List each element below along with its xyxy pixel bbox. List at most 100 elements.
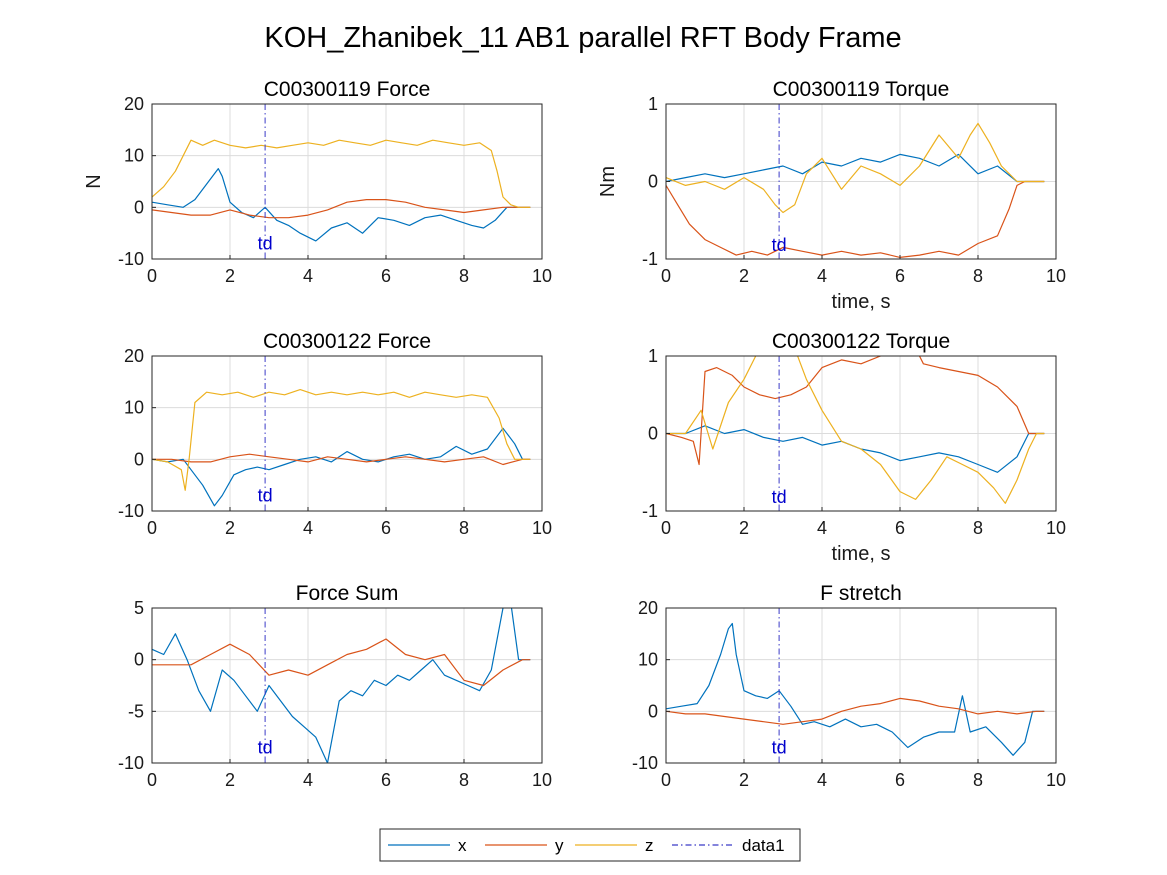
series-line-x (666, 153, 1045, 183)
x-tick-label: 2 (739, 518, 749, 538)
x-tick-label: 6 (895, 518, 905, 538)
series-line-z (666, 356, 1045, 504)
series-line-x (152, 168, 531, 242)
legend-label: data1 (742, 836, 785, 855)
y-axis-label: N (83, 174, 105, 188)
x-axis-label: time, s (832, 543, 891, 565)
axes-frame (151, 103, 543, 260)
td-annotation: td (258, 234, 273, 254)
series-line-y (666, 356, 1045, 466)
y-axis-label: Nm (597, 166, 619, 197)
x-tick-label: 2 (739, 770, 749, 790)
series-line-x (152, 608, 531, 763)
y-tick-label: 10 (124, 146, 144, 166)
td-annotation: td (258, 486, 273, 506)
x-tick-label: 10 (1046, 518, 1066, 538)
series-line-y (666, 180, 1045, 258)
axes-frame (151, 607, 543, 764)
y-tick-label: 10 (124, 398, 144, 418)
x-tick-label: 2 (225, 266, 235, 286)
x-tick-label: 10 (1046, 266, 1066, 286)
x-tick-label: 6 (381, 518, 391, 538)
figure-title: KOH_Zhanibek_11 AB1 parallel RFT Body Fr… (264, 22, 901, 54)
x-tick-label: 8 (973, 770, 983, 790)
series-line-y (152, 453, 531, 466)
legend-label: z (645, 836, 654, 855)
subplot-title: C00300119 Force (264, 78, 431, 101)
y-tick-label: 0 (134, 650, 144, 670)
subplot-title: C00300122 Torque (772, 330, 950, 353)
x-tick-label: 4 (303, 770, 313, 790)
x-tick-label: 6 (895, 770, 905, 790)
x-tick-label: 6 (381, 770, 391, 790)
x-tick-label: 4 (817, 266, 827, 286)
x-tick-label: 8 (973, 518, 983, 538)
x-tick-label: 8 (459, 770, 469, 790)
legend-item-data1: data1 (672, 836, 785, 855)
x-tick-label: 8 (459, 518, 469, 538)
y-tick-label: -10 (118, 753, 144, 773)
td-annotation: td (258, 738, 273, 758)
subplot-title: C00300122 Force (263, 330, 431, 353)
series-line-x (152, 427, 531, 507)
x-tick-label: 10 (532, 266, 552, 286)
y-tick-label: -10 (118, 249, 144, 269)
x-tick-label: 6 (895, 266, 905, 286)
x-tick-label: 4 (303, 518, 313, 538)
series-line-z (666, 122, 1045, 214)
x-tick-label: 0 (661, 770, 671, 790)
legend-label: x (458, 836, 467, 855)
x-tick-label: 4 (817, 770, 827, 790)
subplot-title: C00300119 Torque (773, 78, 950, 101)
legend-item-y: y (485, 836, 564, 855)
y-tick-label: 0 (648, 172, 658, 192)
axes-frame (151, 355, 543, 512)
y-tick-label: 0 (134, 197, 144, 217)
x-tick-label: 0 (147, 518, 157, 538)
series-line-z (152, 389, 531, 491)
x-tick-label: 0 (147, 770, 157, 790)
x-tick-label: 8 (973, 266, 983, 286)
y-tick-label: 0 (134, 449, 144, 469)
x-tick-label: 10 (1046, 770, 1066, 790)
y-tick-label: -1 (642, 501, 658, 521)
y-tick-label: 1 (648, 94, 658, 114)
x-tick-label: 10 (532, 770, 552, 790)
y-tick-label: 5 (134, 598, 144, 618)
series-line-z (152, 139, 531, 208)
series-line-y (152, 199, 531, 219)
x-tick-label: 2 (739, 266, 749, 286)
x-tick-label: 2 (225, 518, 235, 538)
axes-frame (665, 607, 1057, 764)
legend-label: y (555, 836, 564, 855)
y-tick-label: 20 (638, 598, 658, 618)
series-line-y (152, 638, 531, 687)
y-tick-label: -10 (632, 753, 658, 773)
y-tick-label: 0 (648, 424, 658, 444)
x-tick-label: 6 (381, 266, 391, 286)
y-tick-label: -5 (128, 701, 144, 721)
x-axis-label: time, s (832, 291, 891, 313)
y-tick-label: 1 (648, 346, 658, 366)
series-line-y (666, 697, 1045, 725)
series-line-x (666, 425, 1045, 473)
legend-item-z: z (575, 836, 654, 855)
x-tick-label: 0 (661, 266, 671, 286)
td-annotation: td (772, 487, 787, 507)
td-annotation: td (772, 235, 787, 255)
legend-item-x: x (388, 836, 467, 855)
y-tick-label: 20 (124, 94, 144, 114)
x-tick-label: 8 (459, 266, 469, 286)
x-tick-label: 0 (147, 266, 157, 286)
y-tick-label: 10 (638, 650, 658, 670)
y-tick-label: -10 (118, 501, 144, 521)
subplot-title: Force Sum (296, 582, 399, 605)
y-tick-label: 0 (648, 701, 658, 721)
